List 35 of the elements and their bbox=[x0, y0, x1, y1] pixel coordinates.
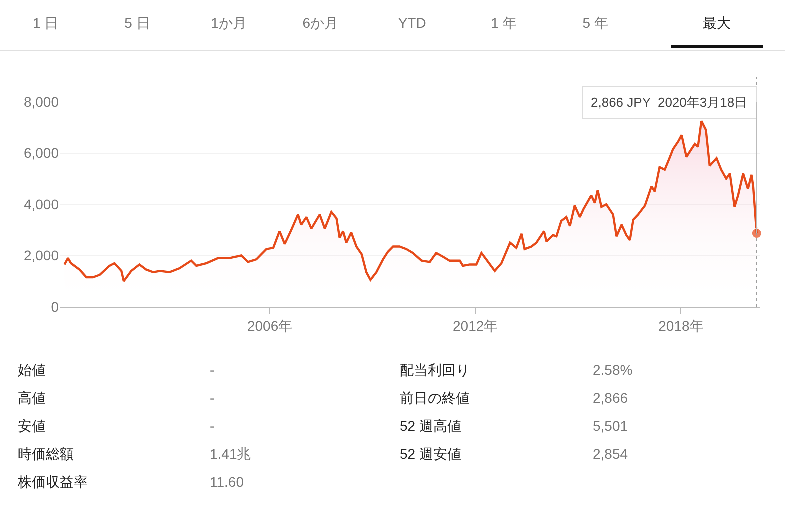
text: - bbox=[210, 362, 215, 378]
text: 高値 bbox=[18, 390, 46, 408]
text: 6か月 bbox=[302, 14, 340, 33]
y-tick-label: 0 bbox=[51, 298, 60, 315]
y-tick-label: 4,000 bbox=[24, 196, 60, 212]
text: 5,501 bbox=[593, 418, 628, 434]
text: 株価収益率 bbox=[18, 474, 88, 492]
text: - bbox=[210, 418, 215, 434]
text: 1 年 bbox=[490, 14, 518, 33]
text: 最大 bbox=[671, 0, 763, 48]
text: 1か月 bbox=[210, 14, 248, 33]
text: 始値 bbox=[18, 362, 46, 380]
x-tick-label: 2018年 bbox=[658, 318, 704, 334]
text: - bbox=[210, 390, 215, 406]
text: 安値 bbox=[18, 418, 46, 436]
annotation: 2,866 JPY 2020年3月18日 bbox=[591, 95, 748, 110]
text: 2,866 bbox=[593, 390, 628, 406]
text: 1 日 bbox=[32, 14, 60, 33]
y-tick-label: 8,000 bbox=[24, 94, 60, 110]
text: 5 日 bbox=[124, 14, 152, 33]
text: 5 年 bbox=[582, 14, 610, 33]
text: 1.41兆 bbox=[210, 446, 252, 464]
text: 前日の終値 bbox=[400, 390, 470, 408]
y-tick-label: 2,000 bbox=[24, 248, 60, 264]
text: 配当利回り bbox=[400, 362, 470, 380]
text: 2.58% bbox=[593, 362, 633, 378]
text: YTD bbox=[397, 14, 428, 33]
y-tick-label: 6,000 bbox=[24, 145, 60, 162]
text: 時価総額 bbox=[18, 446, 74, 464]
text: 52 週安値 bbox=[400, 446, 462, 464]
x-tick-label: 2006年 bbox=[247, 318, 293, 334]
x-tick-label: 2012年 bbox=[452, 318, 498, 334]
text: 11.60 bbox=[210, 474, 244, 490]
text: 52 週高値 bbox=[400, 418, 462, 436]
text: 2,854 bbox=[593, 446, 628, 462]
